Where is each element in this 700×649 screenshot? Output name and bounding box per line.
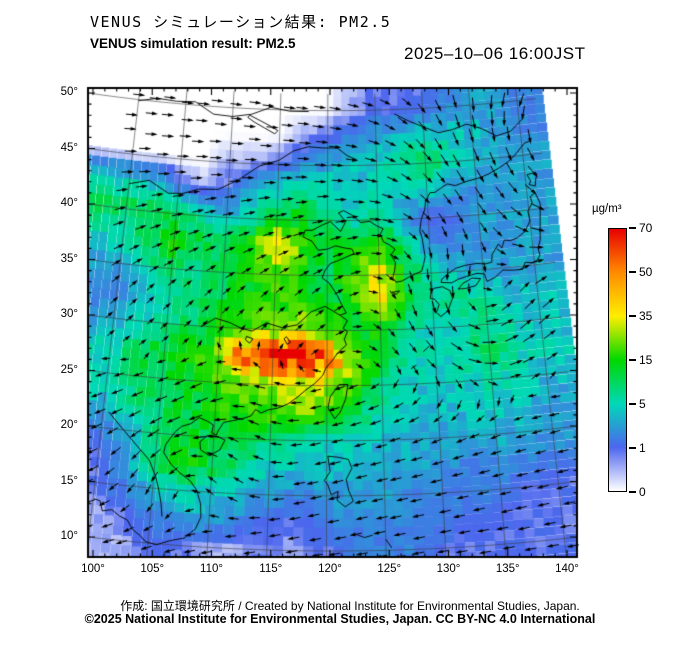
datetime-label: 2025–10–06 16:00JST (404, 44, 586, 63)
y-axis-tick-label: 45° (60, 141, 78, 154)
colorbar-tick (629, 227, 636, 229)
y-axis-tick-label: 25° (60, 363, 78, 376)
x-axis-tick-label: 130° (436, 563, 461, 575)
colorbar-unit-label: µg/m³ (592, 203, 622, 215)
page-title-japanese: VENUS シミュレーション結果: PM2.5 (90, 13, 392, 31)
colorbar-tick (629, 315, 636, 317)
y-axis-tick-label: 15° (60, 474, 78, 487)
x-axis-tick-label: 120° (318, 563, 342, 575)
colorbar-tick (629, 403, 636, 405)
y-axis-tick-label: 40° (60, 197, 78, 209)
colorbar-tick (629, 491, 636, 493)
colorbar-tick-label: 35 (639, 309, 653, 323)
page-title-english: VENUS simulation result: PM2.5 (90, 36, 296, 51)
colorbar-tick (629, 359, 636, 361)
x-axis-tick-label: 125° (377, 563, 402, 575)
copyright-line: ©2025 National Institute for Environment… (84, 612, 596, 626)
colorbar-tick (629, 271, 636, 273)
y-axis-tick-label: 50° (60, 86, 78, 98)
y-axis-tick-label: 10° (60, 530, 78, 542)
colorbar-tick-label: 50 (639, 265, 653, 279)
attribution-line: 作成: 国立環境研究所 / Created by National Instit… (120, 599, 580, 613)
y-axis-tick-label: 20° (60, 419, 78, 431)
colorbar-tick-label: 15 (639, 353, 653, 367)
y-axis-tick-label: 35° (60, 252, 78, 265)
colorbar-tick-label: 1 (639, 441, 646, 455)
y-axis-tick-label: 30° (60, 308, 78, 320)
colorbar (608, 228, 627, 492)
x-axis-tick-label: 110° (200, 563, 223, 575)
colorbar-tick (629, 447, 636, 449)
x-axis-tick-label: 115° (259, 563, 283, 575)
x-axis-tick-label: 105° (140, 563, 165, 575)
colorbar-tick-label: 70 (639, 221, 653, 235)
x-axis-tick-label: 140° (555, 563, 579, 575)
x-axis-tick-label: 135° (495, 563, 520, 575)
x-axis-tick-label: 100° (81, 563, 105, 575)
colorbar-tick-label: 5 (639, 397, 646, 411)
colorbar-tick-label: 0 (639, 485, 646, 499)
